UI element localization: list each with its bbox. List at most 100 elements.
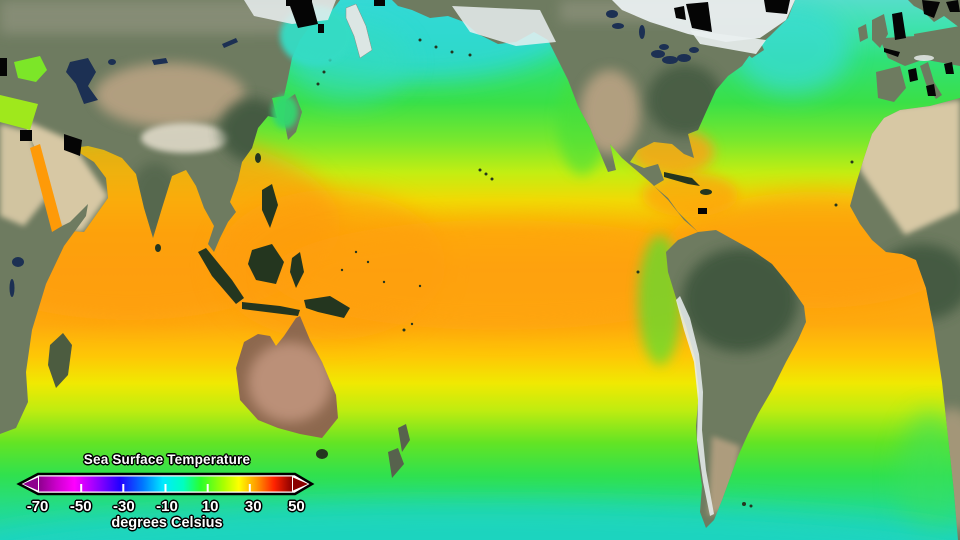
south-america-terrain-shading (682, 248, 798, 516)
alaska-snow (452, 6, 556, 46)
island-dot (490, 177, 494, 181)
ireland (858, 24, 868, 42)
kamchatka-peninsula (345, 3, 373, 59)
no-data-patches (0, 0, 960, 214)
tick-label: 10 (201, 498, 219, 515)
amazon-forest (682, 248, 798, 352)
island-sri-lanka (155, 244, 161, 252)
caspian-sea (66, 58, 98, 104)
sahara-desert (850, 100, 960, 235)
island-falklands (742, 502, 746, 506)
island-sulawesi (290, 252, 304, 288)
island-madagascar (48, 333, 72, 388)
island-aleutian-dot (468, 53, 472, 57)
no-data-patch (946, 0, 960, 12)
colorbar (16, 472, 315, 496)
colorbar-tick (206, 484, 209, 492)
lake-tanganyika (9, 279, 15, 297)
great-lake (651, 50, 665, 58)
great-slave-lake (612, 23, 624, 29)
island-aleutian-dot (418, 38, 422, 42)
red-sea (30, 144, 62, 232)
no-data-patch (286, 0, 312, 6)
no-data-channel (884, 48, 900, 57)
no-data-patch (0, 58, 7, 76)
island-kuril-dot (322, 70, 326, 74)
island-dot (834, 203, 838, 207)
island-philippines (262, 184, 278, 228)
island-dot (636, 270, 640, 274)
southern-ocean-cold-band (0, 503, 960, 540)
no-data-patch (374, 0, 385, 6)
quebec-snow (690, 30, 766, 54)
sea-of-japan (272, 95, 298, 129)
island-dot (382, 280, 386, 284)
island-sumatra (198, 248, 244, 304)
eurasia-terrain-shading (0, 0, 340, 238)
no-data-patch (318, 24, 324, 33)
island-dot (418, 284, 422, 288)
colorbar-left-arrow (23, 477, 38, 491)
great-lake (689, 47, 699, 53)
colorbar-tick (248, 484, 251, 492)
island-new-guinea (304, 296, 350, 318)
france (882, 36, 922, 66)
island-nz-north (398, 424, 410, 452)
no-data-suez (20, 130, 32, 141)
island-aleutian-dot (450, 50, 454, 54)
island-dot (366, 260, 370, 264)
black-sea (14, 56, 47, 82)
no-data-baltic (922, 0, 940, 18)
great-lake (662, 56, 678, 64)
island-dot (484, 172, 488, 176)
island-aleutian-dot (434, 45, 438, 49)
no-data-mediterranean (926, 84, 936, 96)
iberia (876, 66, 906, 102)
andes-snow (676, 296, 714, 516)
lake-winnipeg (639, 25, 645, 39)
alps-snow (914, 55, 934, 61)
lake-baikal (222, 38, 238, 48)
arabian-desert (20, 118, 108, 232)
central-asia-desert (95, 63, 245, 127)
island-dot (850, 160, 854, 164)
caribbean-warm-patch (642, 173, 738, 217)
no-data-persian-gulf (64, 134, 82, 156)
island-borneo (248, 244, 284, 284)
no-data-patch (674, 6, 686, 20)
island-dot (478, 168, 482, 172)
no-data-mediterranean (908, 68, 918, 82)
tick-label: 30 (244, 498, 262, 515)
tick-label: -30 (113, 498, 135, 515)
island-taiwan (255, 153, 261, 163)
no-data-mediterranean (944, 62, 954, 74)
patagonia-steppe (708, 436, 740, 516)
no-data-chukotka (290, 2, 318, 28)
australia-outback (248, 342, 332, 422)
island-dot (402, 328, 406, 332)
legend-units-label: degrees Celsius (111, 515, 223, 531)
island-hispaniola (700, 189, 712, 195)
sst-legend: Sea Surface Temperature -70 -50 -30 -10 … (16, 452, 318, 531)
no-data-caribbean (698, 208, 707, 214)
island-cuba (664, 172, 700, 186)
great-lake (659, 44, 669, 50)
island-dot (340, 268, 344, 272)
island-dot (410, 322, 414, 326)
equatorial-pacific-warm-band (270, 220, 730, 330)
island-kuril-dot (316, 82, 320, 86)
island-java (242, 302, 300, 316)
island-nz-south (388, 448, 404, 478)
no-data-north-sea (892, 12, 906, 40)
australia-terrain-shading (248, 342, 332, 422)
colorbar-ticks (80, 484, 251, 492)
legend-title: Sea Surface Temperature (83, 452, 251, 467)
mediterranean-sea (0, 95, 38, 130)
italy (920, 62, 942, 99)
tick-label: -70 (26, 498, 49, 515)
britain (872, 14, 888, 48)
lake-victoria (12, 257, 24, 267)
